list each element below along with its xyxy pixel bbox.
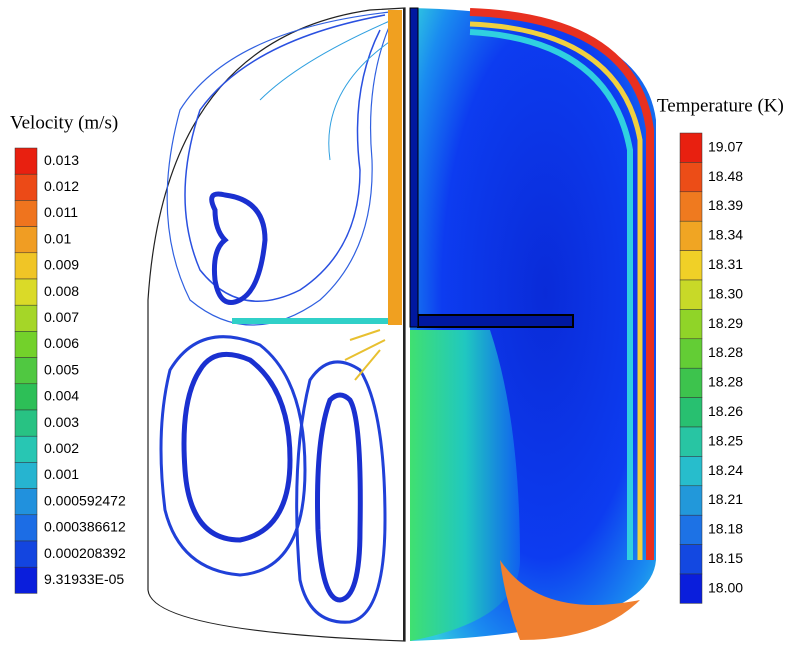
legend-label: 18.25 [708, 432, 743, 448]
color-swatch [15, 567, 37, 593]
color-swatch [680, 309, 702, 338]
legend-label: 0.009 [44, 257, 79, 273]
legend-label: 0.000386612 [44, 519, 126, 535]
color-swatch [15, 462, 37, 488]
legend-label: 9.31933E-05 [44, 571, 124, 587]
legend-label: 0.004 [44, 388, 79, 404]
legend-label: 18.39 [708, 197, 743, 213]
color-swatch [15, 410, 37, 436]
color-swatch [680, 339, 702, 368]
color-swatch [15, 227, 37, 253]
legend-label: 18.34 [708, 227, 743, 243]
legend-label: 0.006 [44, 335, 79, 351]
color-swatch [680, 398, 702, 427]
legend-label: 18.18 [708, 521, 743, 537]
legend-label: 0.013 [44, 152, 79, 168]
color-swatch [15, 515, 37, 541]
legend-label: 0.005 [44, 361, 79, 377]
color-swatch [680, 368, 702, 397]
color-swatch [680, 545, 702, 574]
legend-label: 0.002 [44, 440, 79, 456]
legend-label: 0.001 [44, 466, 79, 482]
color-swatch [680, 251, 702, 280]
color-swatch [15, 174, 37, 200]
color-swatch [15, 148, 37, 174]
legend-title: Velocity (m/s) [10, 112, 118, 133]
color-swatch [680, 221, 702, 250]
legend-label: 0.000208392 [44, 545, 126, 561]
legend-label: 18.30 [708, 285, 743, 301]
legend-label: 18.24 [708, 462, 743, 478]
legend-label: 18.31 [708, 256, 743, 272]
legend-label: 18.15 [708, 550, 743, 566]
legend-label: 18.28 [708, 374, 743, 390]
color-swatch [15, 436, 37, 462]
color-swatch [680, 515, 702, 544]
legend-label: 18.00 [708, 579, 743, 595]
color-swatch [15, 200, 37, 226]
color-swatch [680, 456, 702, 485]
legend-label: 18.21 [708, 491, 743, 507]
color-swatch [680, 162, 702, 191]
legend-label: 0.000592472 [44, 492, 126, 508]
color-swatch [680, 280, 702, 309]
legend-title: Temperature (K) [657, 95, 784, 116]
legend-label: 18.48 [708, 168, 743, 184]
legend-label: 0.007 [44, 309, 79, 325]
legend-label: 18.26 [708, 403, 743, 419]
color-swatch [15, 384, 37, 410]
legend-label: 18.28 [708, 344, 743, 360]
figure: Velocity (m/s) 0.013 0.012 0.011 0.01 0.009 0.… [0, 0, 792, 650]
legend-label: 18.29 [708, 315, 743, 331]
legend-label: 0.003 [44, 414, 79, 430]
legend-label: 19.07 [708, 138, 743, 154]
legend-label: 0.012 [44, 178, 79, 194]
color-swatch [680, 427, 702, 456]
color-swatch [15, 253, 37, 279]
legend-label: 0.011 [44, 204, 78, 220]
color-swatch [15, 541, 37, 567]
velocity-field [148, 8, 405, 641]
legend-label: 0.01 [44, 230, 71, 246]
color-swatch [680, 133, 702, 162]
color-swatch [15, 305, 37, 331]
color-swatch [15, 358, 37, 384]
legend-label: 0.008 [44, 283, 79, 299]
color-swatch [680, 486, 702, 515]
color-swatch [680, 192, 702, 221]
temperature-field [410, 8, 656, 641]
color-swatch [15, 489, 37, 515]
color-swatch [680, 574, 702, 603]
color-swatch [15, 279, 37, 305]
color-swatch [15, 331, 37, 357]
